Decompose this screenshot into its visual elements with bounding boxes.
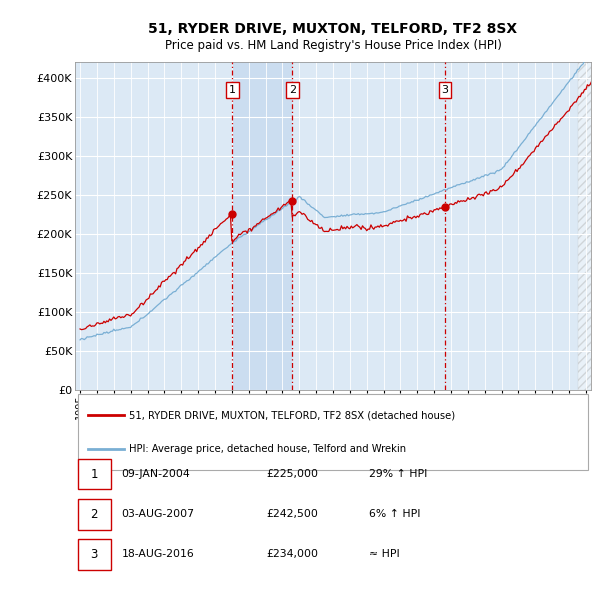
Text: 2: 2 xyxy=(91,508,98,521)
Text: 1: 1 xyxy=(91,468,98,481)
FancyBboxPatch shape xyxy=(77,394,589,470)
Text: 18-AUG-2016: 18-AUG-2016 xyxy=(121,549,194,559)
FancyBboxPatch shape xyxy=(77,539,111,570)
Bar xyxy=(578,62,599,390)
Text: 1: 1 xyxy=(229,85,236,95)
Text: HPI: Average price, detached house, Telford and Wrekin: HPI: Average price, detached house, Telf… xyxy=(129,444,406,454)
Text: Price paid vs. HM Land Registry's House Price Index (HPI): Price paid vs. HM Land Registry's House … xyxy=(164,39,502,52)
Text: ≈ HPI: ≈ HPI xyxy=(369,549,400,559)
Text: 2: 2 xyxy=(289,85,296,95)
Text: 51, RYDER DRIVE, MUXTON, TELFORD, TF2 8SX: 51, RYDER DRIVE, MUXTON, TELFORD, TF2 8S… xyxy=(148,22,518,37)
Text: 51, RYDER DRIVE, MUXTON, TELFORD, TF2 8SX (detached house): 51, RYDER DRIVE, MUXTON, TELFORD, TF2 8S… xyxy=(129,411,455,421)
FancyBboxPatch shape xyxy=(77,459,111,490)
Text: 3: 3 xyxy=(442,85,448,95)
Text: £234,000: £234,000 xyxy=(266,549,318,559)
Text: 3: 3 xyxy=(91,548,98,561)
Text: 29% ↑ HPI: 29% ↑ HPI xyxy=(369,469,427,479)
Text: 6% ↑ HPI: 6% ↑ HPI xyxy=(369,509,421,519)
FancyBboxPatch shape xyxy=(77,499,111,530)
Text: 03-AUG-2007: 03-AUG-2007 xyxy=(121,509,194,519)
Text: £242,500: £242,500 xyxy=(266,509,318,519)
Text: 09-JAN-2004: 09-JAN-2004 xyxy=(121,469,190,479)
Text: £225,000: £225,000 xyxy=(266,469,318,479)
Bar xyxy=(232,62,292,390)
